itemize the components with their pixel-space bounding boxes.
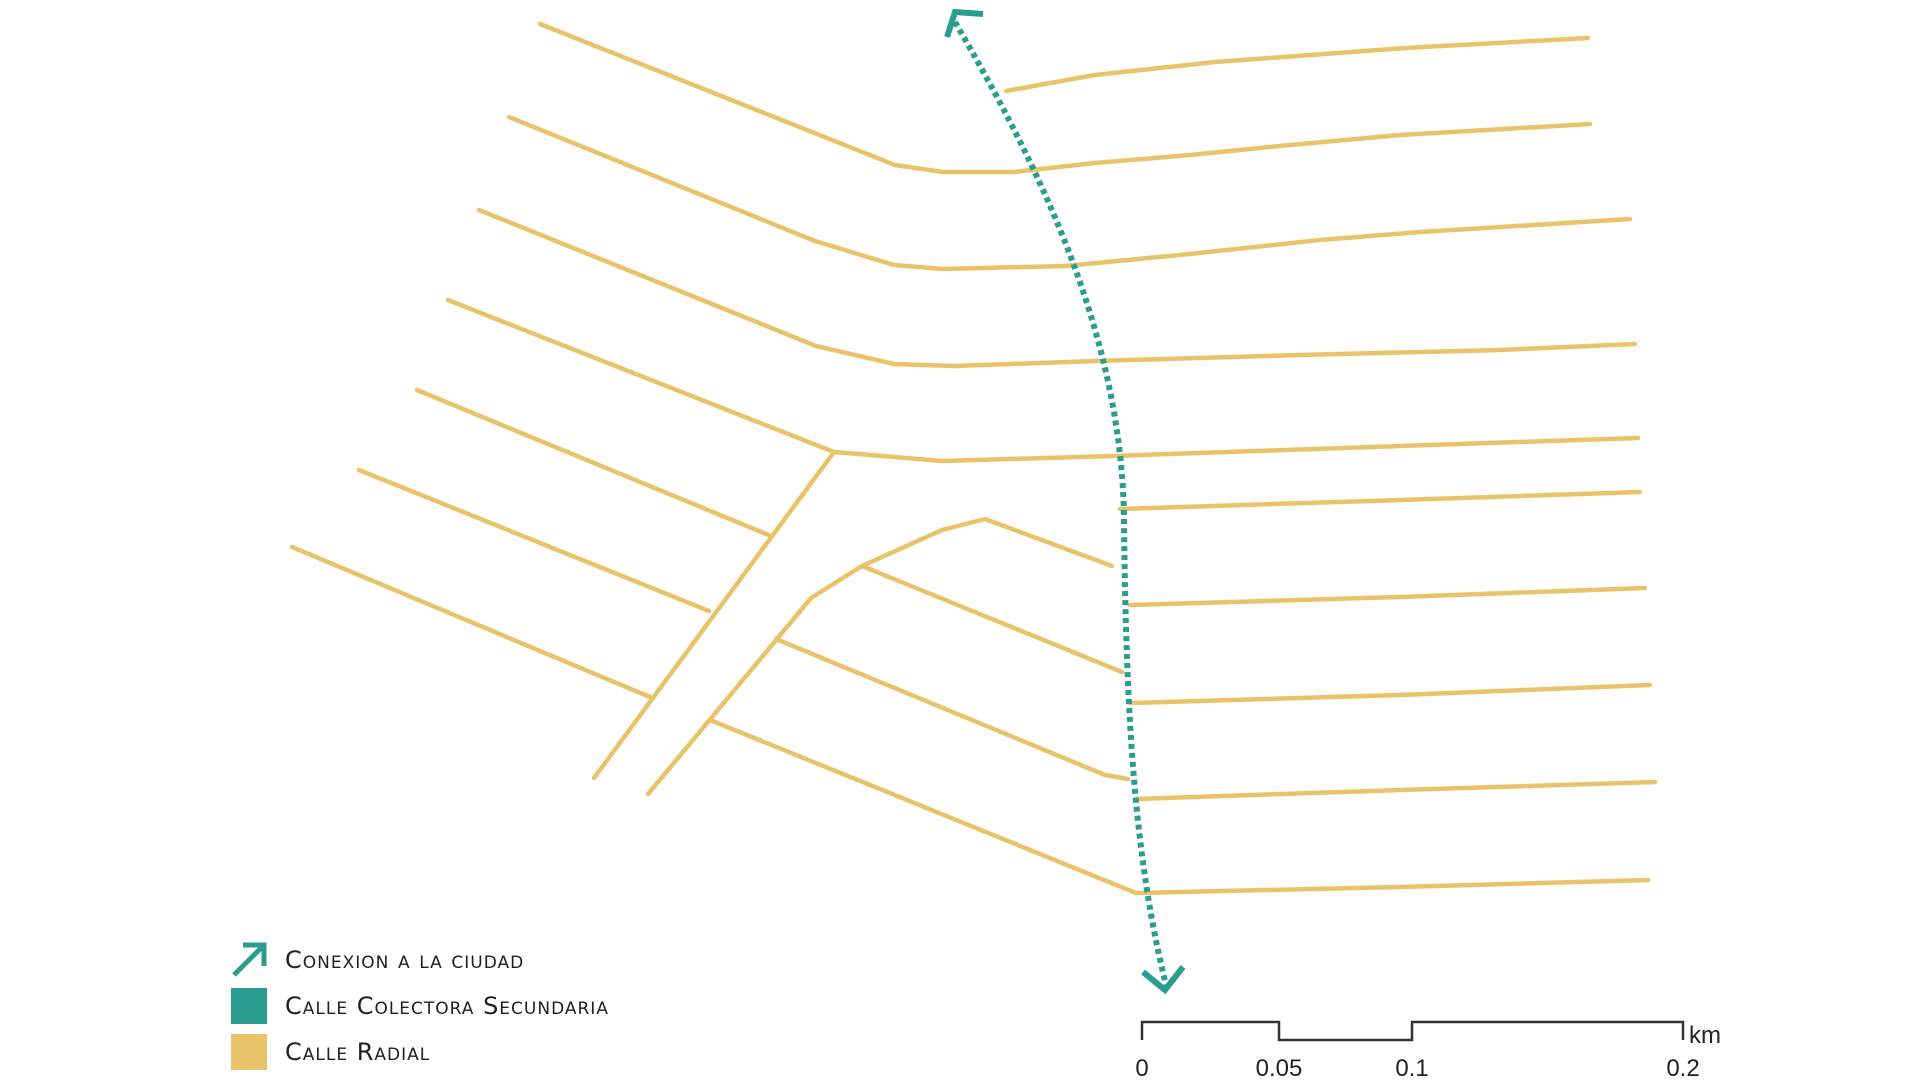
yellow-square-swatch: [231, 1034, 267, 1070]
radial-street: [414, 387, 774, 539]
radial-street: [537, 21, 1593, 175]
radial-street: [445, 297, 1641, 464]
radial-street: [1132, 779, 1658, 802]
radial-street: [591, 449, 837, 781]
scale-bar-line: [1140, 1020, 1685, 1042]
legend-item-radial-street: Calle Radial: [231, 1029, 609, 1075]
radial-street: [707, 717, 1139, 896]
radial-street: [1003, 35, 1591, 94]
scale-tick-label: 0.1: [1395, 1055, 1428, 1080]
radial-street: [1127, 585, 1648, 608]
arrow-head-top-icon: [944, 8, 984, 38]
radial-street: [356, 467, 712, 614]
scale-bar-labels: 0 0.05 0.1 0.2 km: [1135, 1022, 1721, 1080]
diagonal-arrow-icon: [232, 942, 267, 977]
teal-square-swatch: [231, 988, 267, 1024]
legend-item-city-connection: Conexion a la ciudad: [231, 937, 609, 983]
scale-tick-label: 0.05: [1256, 1055, 1303, 1080]
legend-item-collector-street: Calle Colectora Secundaria: [231, 983, 609, 1029]
legend-label: Conexion a la ciudad: [285, 946, 525, 974]
radial-street: [506, 114, 1633, 272]
scale-bar: [1140, 1020, 1685, 1042]
radial-street: [476, 207, 1638, 369]
city-connection: [944, 8, 1186, 995]
radial-street: [1127, 682, 1653, 706]
arrow-head-bottom-icon: [1141, 965, 1186, 995]
radial-street: [773, 636, 1131, 782]
radial-street: [289, 544, 653, 700]
legend-label: Calle Colectora Secundaria: [285, 992, 609, 1020]
connection-route-line: [952, 20, 1169, 986]
scale-tick-label: 0.2: [1666, 1055, 1699, 1080]
legend: Conexion a la ciudad Calle Colectora Sec…: [231, 937, 609, 1075]
radial-streets: [289, 21, 1658, 896]
radial-street: [645, 516, 1115, 797]
radial-street: [859, 563, 1125, 675]
legend-label: Calle Radial: [285, 1038, 431, 1066]
scale-unit-label: km: [1689, 1022, 1721, 1049]
radial-street: [1117, 489, 1643, 512]
scale-tick-label: 0: [1135, 1055, 1148, 1080]
radial-street: [1133, 877, 1651, 896]
